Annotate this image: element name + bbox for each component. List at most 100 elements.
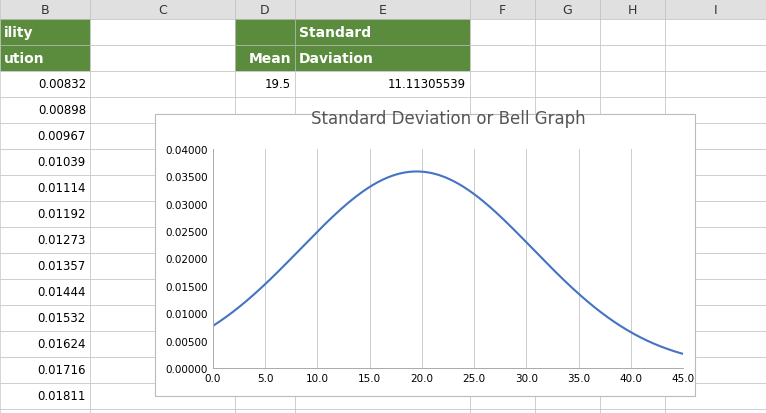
Bar bbox=[295, 202, 470, 228]
Bar bbox=[235, 383, 295, 409]
Bar bbox=[470, 0, 535, 20]
Bar bbox=[90, 357, 235, 383]
Text: 0.01192: 0.01192 bbox=[38, 208, 86, 221]
Bar bbox=[295, 254, 470, 279]
Bar bbox=[295, 72, 470, 98]
Bar bbox=[0, 254, 90, 279]
Bar bbox=[535, 228, 600, 254]
Bar bbox=[90, 46, 235, 72]
Text: 0.01357: 0.01357 bbox=[38, 260, 86, 273]
Bar bbox=[90, 409, 235, 413]
Text: I: I bbox=[714, 3, 717, 17]
Bar bbox=[470, 176, 535, 202]
Bar bbox=[235, 305, 295, 331]
Bar bbox=[235, 150, 295, 176]
Text: 0.00898: 0.00898 bbox=[38, 104, 86, 117]
Bar bbox=[600, 202, 665, 228]
Bar bbox=[535, 124, 600, 150]
Bar bbox=[0, 357, 90, 383]
Bar bbox=[295, 124, 470, 150]
Bar bbox=[470, 98, 535, 124]
Bar bbox=[600, 176, 665, 202]
Bar bbox=[470, 228, 535, 254]
Text: 0.01624: 0.01624 bbox=[38, 338, 86, 351]
Bar bbox=[535, 0, 600, 20]
Bar bbox=[235, 228, 295, 254]
Bar bbox=[0, 98, 90, 124]
Bar bbox=[600, 98, 665, 124]
Bar bbox=[90, 98, 235, 124]
Bar bbox=[535, 254, 600, 279]
Bar bbox=[535, 383, 600, 409]
Bar bbox=[600, 279, 665, 305]
Bar bbox=[600, 383, 665, 409]
Bar bbox=[90, 383, 235, 409]
Bar bbox=[665, 124, 766, 150]
Bar bbox=[155, 115, 695, 396]
Bar bbox=[665, 357, 766, 383]
Bar bbox=[295, 409, 470, 413]
Bar bbox=[535, 20, 600, 46]
Bar bbox=[665, 20, 766, 46]
Bar bbox=[235, 20, 295, 46]
Bar bbox=[600, 305, 665, 331]
Bar bbox=[470, 383, 535, 409]
Bar bbox=[295, 20, 470, 46]
Text: 0.01114: 0.01114 bbox=[38, 182, 86, 195]
Bar bbox=[235, 98, 295, 124]
Bar bbox=[235, 357, 295, 383]
Bar bbox=[235, 254, 295, 279]
Bar bbox=[665, 72, 766, 98]
Text: 0.01532: 0.01532 bbox=[38, 312, 86, 325]
Bar bbox=[535, 409, 600, 413]
Bar bbox=[235, 124, 295, 150]
Bar bbox=[535, 357, 600, 383]
Bar bbox=[0, 124, 90, 150]
Bar bbox=[0, 228, 90, 254]
Bar bbox=[470, 202, 535, 228]
Bar bbox=[470, 357, 535, 383]
Bar bbox=[0, 279, 90, 305]
Bar bbox=[0, 176, 90, 202]
Text: 0.01716: 0.01716 bbox=[38, 363, 86, 377]
Text: G: G bbox=[562, 3, 572, 17]
Bar bbox=[235, 0, 295, 20]
Bar bbox=[295, 228, 470, 254]
Bar bbox=[665, 176, 766, 202]
Bar bbox=[235, 279, 295, 305]
Bar bbox=[0, 409, 90, 413]
Bar bbox=[470, 150, 535, 176]
Text: ility: ility bbox=[4, 26, 34, 40]
Bar bbox=[235, 46, 295, 72]
Bar bbox=[90, 331, 235, 357]
Bar bbox=[665, 150, 766, 176]
Bar bbox=[535, 72, 600, 98]
Bar bbox=[600, 254, 665, 279]
Bar bbox=[90, 124, 235, 150]
Bar bbox=[665, 279, 766, 305]
Bar bbox=[665, 202, 766, 228]
Text: Mean: Mean bbox=[248, 52, 291, 66]
Bar bbox=[0, 331, 90, 357]
Bar bbox=[295, 357, 470, 383]
Bar bbox=[295, 383, 470, 409]
Title: Standard Deviation or Bell Graph: Standard Deviation or Bell Graph bbox=[311, 109, 585, 128]
Bar bbox=[90, 254, 235, 279]
Text: 0.00832: 0.00832 bbox=[38, 78, 86, 91]
Bar bbox=[665, 409, 766, 413]
Bar bbox=[295, 305, 470, 331]
Bar bbox=[295, 279, 470, 305]
Bar bbox=[90, 20, 235, 46]
Bar bbox=[665, 0, 766, 20]
Bar bbox=[600, 357, 665, 383]
Text: D: D bbox=[260, 3, 270, 17]
Bar bbox=[535, 46, 600, 72]
Bar bbox=[600, 150, 665, 176]
Bar bbox=[90, 150, 235, 176]
Bar bbox=[535, 305, 600, 331]
Bar bbox=[600, 0, 665, 20]
Bar bbox=[90, 228, 235, 254]
Bar bbox=[90, 0, 235, 20]
Bar bbox=[470, 409, 535, 413]
Bar bbox=[665, 228, 766, 254]
